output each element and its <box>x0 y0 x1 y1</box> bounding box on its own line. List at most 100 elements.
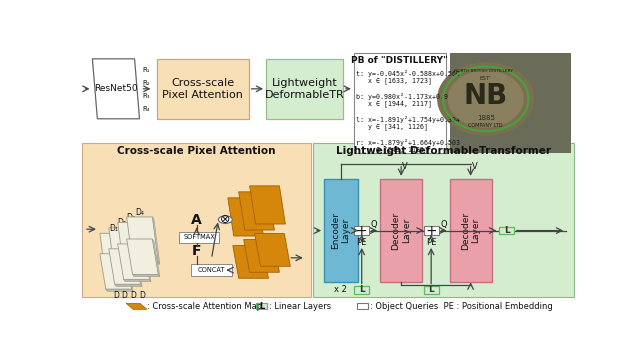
Polygon shape <box>132 274 160 276</box>
Text: D₄: D₄ <box>136 207 145 217</box>
FancyBboxPatch shape <box>179 232 220 243</box>
FancyBboxPatch shape <box>449 53 571 153</box>
Text: L: L <box>259 302 264 310</box>
Text: Q: Q <box>371 220 378 229</box>
Circle shape <box>218 216 232 223</box>
Text: D₂: D₂ <box>118 218 127 227</box>
Polygon shape <box>250 186 285 224</box>
Text: Decoder
Layer: Decoder Layer <box>392 211 411 250</box>
FancyBboxPatch shape <box>313 143 573 297</box>
FancyBboxPatch shape <box>449 179 492 282</box>
Text: D: D <box>122 291 127 300</box>
Text: R₃: R₃ <box>142 93 150 99</box>
Polygon shape <box>115 284 142 286</box>
Polygon shape <box>118 244 150 279</box>
Text: ⊗: ⊗ <box>220 213 230 226</box>
Polygon shape <box>448 70 524 127</box>
Polygon shape <box>143 244 151 281</box>
Text: : Linear Layers: : Linear Layers <box>269 302 331 311</box>
Text: ResNet50: ResNet50 <box>94 84 138 93</box>
Polygon shape <box>132 262 160 264</box>
Text: EST': EST' <box>480 76 492 81</box>
Text: t: y=-0.045x²-0.588x+0.560: t: y=-0.045x²-0.588x+0.560 <box>356 69 460 76</box>
Text: Cross-scale Pixel Attention: Cross-scale Pixel Attention <box>117 146 276 156</box>
Text: D: D <box>131 291 136 300</box>
Text: D: D <box>113 291 118 300</box>
Text: 1885: 1885 <box>477 115 495 121</box>
Text: D: D <box>140 291 145 300</box>
FancyBboxPatch shape <box>355 286 369 293</box>
Polygon shape <box>109 249 141 284</box>
Polygon shape <box>134 249 142 286</box>
Text: Encoder
Layer: Encoder Layer <box>331 212 351 249</box>
Text: R₂: R₂ <box>142 80 150 86</box>
Text: Lightweight
DeformableTR: Lightweight DeformableTR <box>264 78 344 99</box>
Text: L: L <box>359 285 365 295</box>
Polygon shape <box>152 239 160 276</box>
Text: : Cross-scale Attention Map: : Cross-scale Attention Map <box>147 302 262 311</box>
FancyBboxPatch shape <box>191 264 232 276</box>
Polygon shape <box>125 233 133 280</box>
Text: y ∈ [341, 1126]: y ∈ [341, 1126] <box>356 124 428 130</box>
Text: x 2: x 2 <box>335 285 348 294</box>
FancyBboxPatch shape <box>355 227 369 235</box>
Text: r: x=-1.879y²+1.664y+0.503: r: x=-1.879y²+1.664y+0.503 <box>356 139 460 145</box>
Text: COMPANY LTD: COMPANY LTD <box>468 123 503 128</box>
Polygon shape <box>239 192 275 230</box>
Polygon shape <box>228 198 264 236</box>
Text: R₄: R₄ <box>142 106 150 112</box>
Text: Decoder
Layer: Decoder Layer <box>461 211 480 250</box>
Text: PE: PE <box>426 238 436 247</box>
Polygon shape <box>152 217 160 264</box>
Polygon shape <box>143 222 151 269</box>
Text: SOFTMAX: SOFTMAX <box>183 234 215 240</box>
FancyBboxPatch shape <box>380 179 422 282</box>
Text: V: V <box>403 162 408 171</box>
Text: +: + <box>426 224 437 238</box>
FancyBboxPatch shape <box>424 286 438 293</box>
FancyBboxPatch shape <box>256 303 267 309</box>
FancyBboxPatch shape <box>157 59 248 119</box>
Polygon shape <box>109 228 141 273</box>
Text: b: y=0.980x²-1.173x+0.925: b: y=0.980x²-1.173x+0.925 <box>356 93 456 99</box>
Polygon shape <box>124 267 151 269</box>
Polygon shape <box>124 279 151 281</box>
Text: +: + <box>356 224 367 238</box>
Text: NORTH BRITISH DISTILLERY: NORTH BRITISH DISTILLERY <box>454 69 513 73</box>
Text: x ∈ [1944, 2117]: x ∈ [1944, 2117] <box>356 101 432 107</box>
Polygon shape <box>100 233 132 278</box>
Polygon shape <box>255 234 291 266</box>
FancyBboxPatch shape <box>356 303 368 309</box>
Text: L: L <box>504 226 509 235</box>
Text: NB: NB <box>463 82 508 110</box>
Polygon shape <box>106 289 133 291</box>
Polygon shape <box>127 239 158 274</box>
Polygon shape <box>134 228 142 275</box>
Text: : Object Queries  PE : Positional Embedding: : Object Queries PE : Positional Embeddi… <box>370 302 552 311</box>
Text: D₁: D₁ <box>109 224 118 233</box>
Text: F: F <box>192 244 202 258</box>
FancyBboxPatch shape <box>83 143 310 297</box>
Polygon shape <box>115 273 142 275</box>
Text: PB of "DISTILLERY": PB of "DISTILLERY" <box>351 56 448 65</box>
Polygon shape <box>92 59 140 119</box>
Polygon shape <box>127 217 158 262</box>
FancyBboxPatch shape <box>324 179 358 282</box>
Text: L: L <box>428 285 434 295</box>
Polygon shape <box>106 278 133 280</box>
FancyBboxPatch shape <box>499 227 514 234</box>
Text: x ∈ [1633, 1723]: x ∈ [1633, 1723] <box>356 77 432 84</box>
Text: PE: PE <box>356 238 367 247</box>
Text: l: x=-1.891y²+1.754y+0.394: l: x=-1.891y²+1.754y+0.394 <box>356 116 460 122</box>
Text: R₁: R₁ <box>142 67 150 73</box>
Polygon shape <box>126 303 147 309</box>
Polygon shape <box>125 254 133 291</box>
Text: y ∈ [249, 1185]: y ∈ [249, 1185] <box>356 147 428 153</box>
Text: Q: Q <box>440 220 447 229</box>
Polygon shape <box>233 246 269 278</box>
Polygon shape <box>244 240 280 272</box>
FancyBboxPatch shape <box>354 53 445 153</box>
Text: Cross-scale
Pixel Attention: Cross-scale Pixel Attention <box>163 78 243 99</box>
Polygon shape <box>437 62 534 136</box>
Polygon shape <box>100 254 132 289</box>
